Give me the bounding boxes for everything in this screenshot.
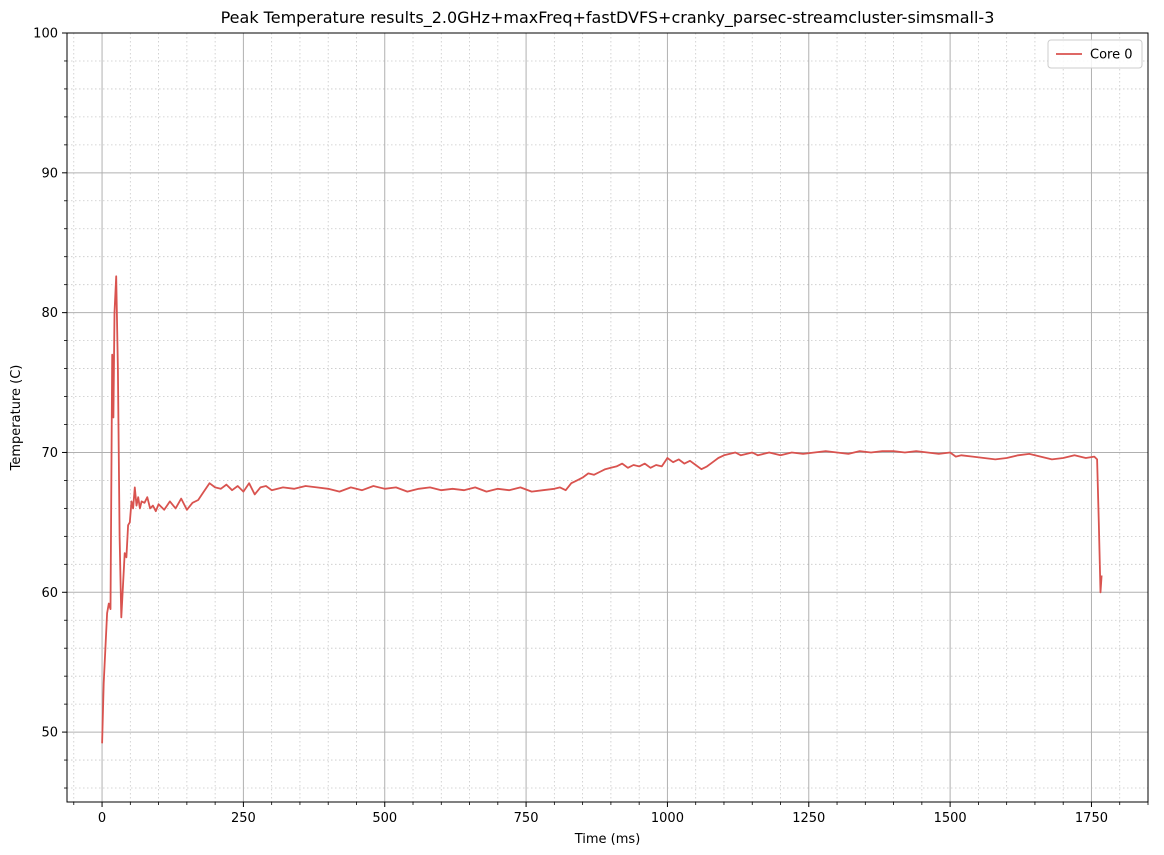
y-tick-label: 100: [33, 27, 58, 42]
major-grid: [67, 32, 1148, 802]
x-tick-label: 1000: [651, 811, 684, 826]
x-tick-label: 1250: [792, 811, 825, 826]
series-line-core-0: [101, 275, 1103, 744]
x-tick-label: 0: [98, 811, 106, 826]
x-tick-label: 750: [514, 811, 539, 826]
y-tick-label: 60: [41, 586, 58, 601]
x-tick-label: 500: [372, 811, 397, 826]
x-axis-label: Time (ms): [574, 832, 641, 847]
x-tick-label: 250: [231, 811, 256, 826]
y-tick-label: 80: [41, 306, 58, 321]
y-tick-label: 50: [41, 726, 58, 741]
axis-ticks: 0 250 500 750 1000 1250 1500 1750 50 60 70 80 90 100: [33, 27, 1149, 826]
y-tick-label: 90: [41, 166, 58, 181]
legend: Core 0: [1047, 39, 1143, 69]
y-axis-label: Temperature (C): [9, 365, 24, 472]
legend-label: Core 0: [1090, 48, 1133, 63]
x-tick-label: 1500: [934, 811, 967, 826]
plot-frame: [66, 32, 1149, 803]
y-tick-label: 70: [41, 446, 58, 461]
x-tick-label: 1750: [1075, 811, 1108, 826]
chart-title: Peak Temperature results_2.0GHz+maxFreq+…: [221, 8, 995, 28]
series-layer: [101, 275, 1103, 744]
minor-grid: [67, 33, 1149, 802]
legend-box: [1047, 39, 1143, 69]
